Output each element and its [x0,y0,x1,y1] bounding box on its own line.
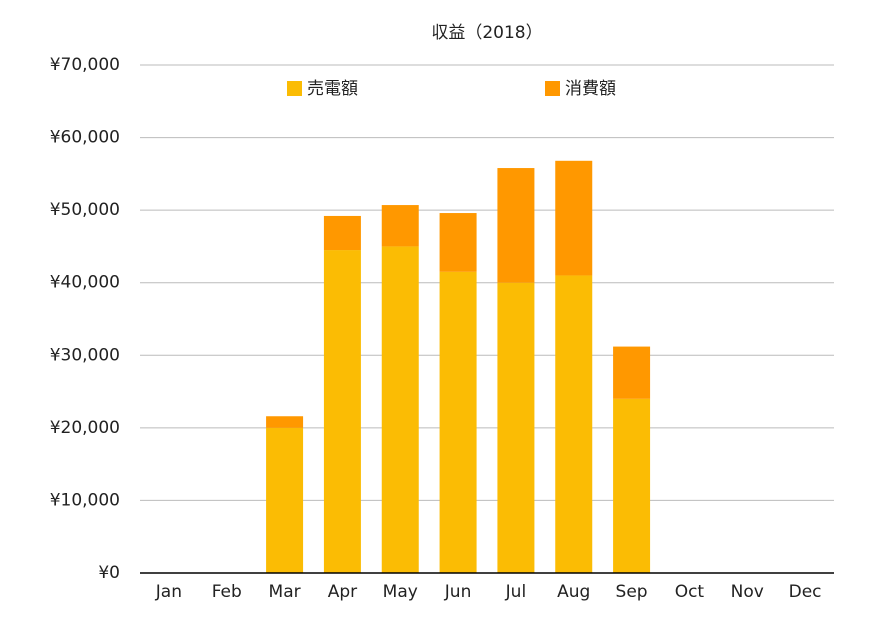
x-tick-label: Oct [675,582,705,602]
x-tick-label: Sep [616,582,648,602]
x-tick-label: Feb [212,582,242,602]
y-tick-label: ¥30,000 [50,345,120,365]
x-tick-label: Jun [444,582,472,602]
bar-segment [439,271,477,573]
chart-title: 収益（2018） [431,23,542,43]
bar-segment [555,275,593,573]
legend-label: 消費額 [565,79,616,99]
y-tick-label: ¥50,000 [50,200,120,220]
legend-swatch [545,81,560,96]
x-tick-label: Jul [505,582,527,602]
x-tick-label: Aug [557,582,590,602]
bar-segment [381,205,419,247]
bar-segment [613,346,651,399]
x-tick-label: Jan [155,582,182,602]
y-tick-label: ¥70,000 [50,55,120,75]
bar-segment [497,168,535,283]
bar-segment [439,213,477,272]
bar-segment [266,416,304,428]
y-tick-label: ¥0 [98,563,120,583]
y-tick-label: ¥40,000 [50,273,120,293]
legend-label: 売電額 [307,79,358,99]
x-tick-label: May [383,582,418,602]
bar-segment [497,282,535,573]
x-tick-label: Dec [789,582,822,602]
x-tick-label: Nov [731,582,764,602]
y-tick-label: ¥20,000 [50,418,120,438]
bar-segment [613,398,651,573]
bar-segment [266,427,304,573]
bar-segment [555,160,593,276]
legend-swatch [287,81,302,96]
bar-segment [323,215,361,251]
bar-segment [381,246,419,573]
x-tick-label: Mar [269,582,301,602]
x-tick-label: Apr [328,582,357,602]
bar-segment [323,250,361,574]
y-tick-label: ¥60,000 [50,128,120,148]
y-tick-label: ¥10,000 [50,490,120,510]
